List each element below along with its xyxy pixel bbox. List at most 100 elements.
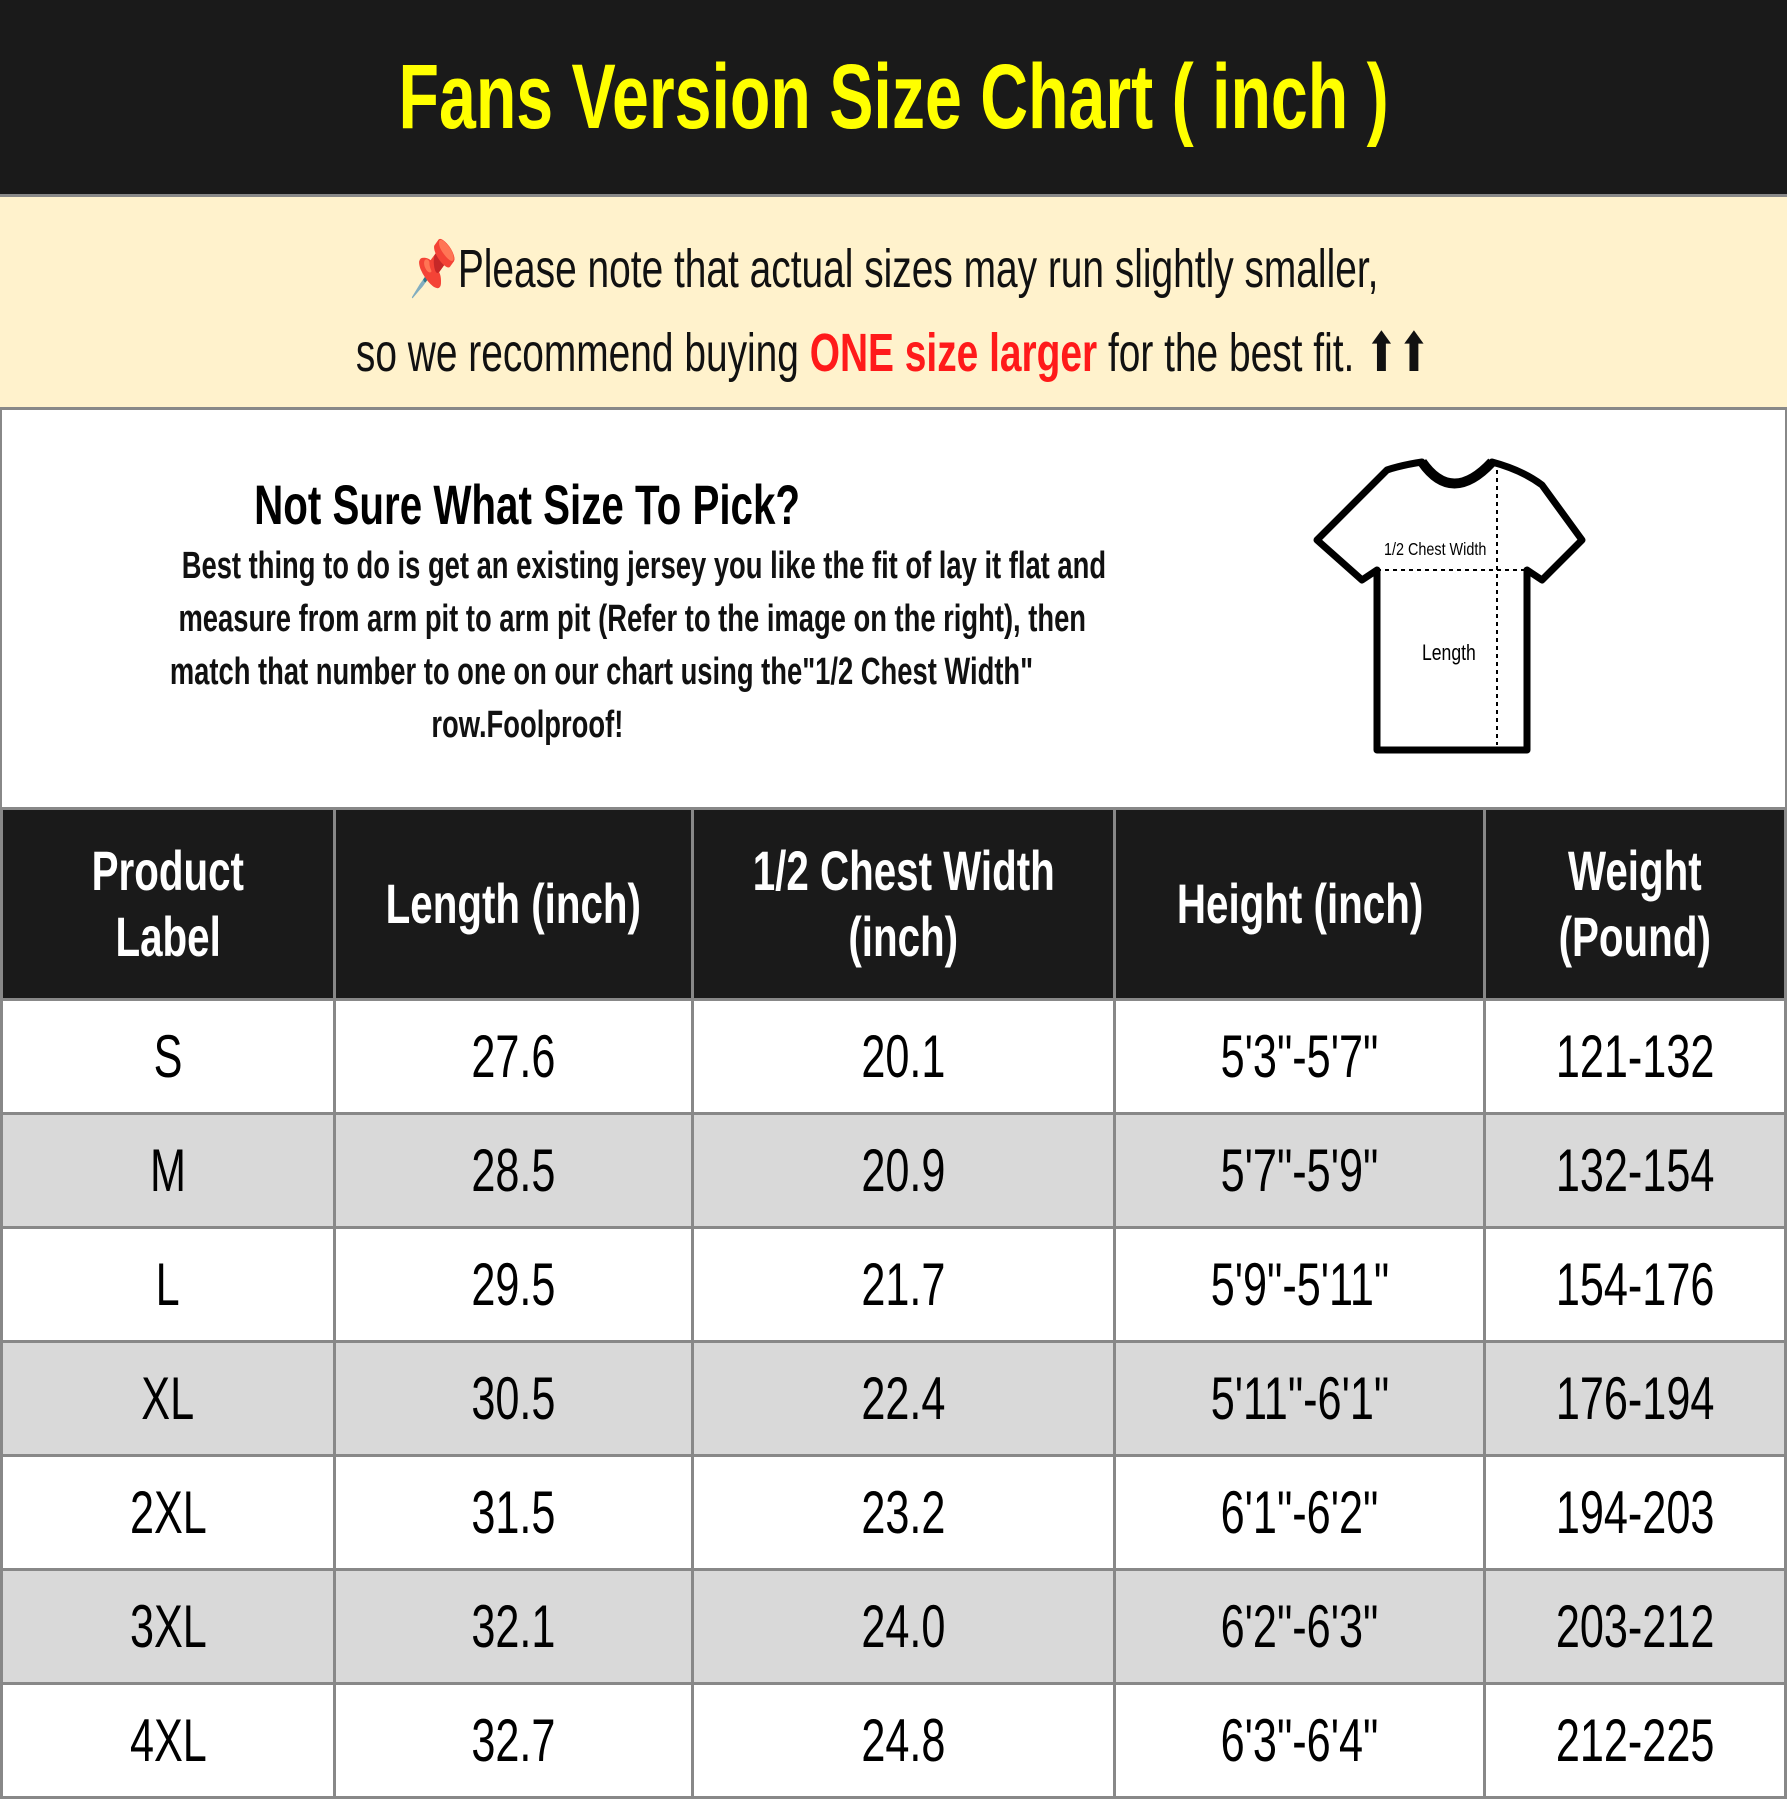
cell-value: 5'7"-5'9": [1220, 1137, 1379, 1204]
table-cell: 28.5: [333, 1112, 694, 1229]
fit-guide-heading: Not Sure What Size To Pick?: [254, 473, 800, 536]
table-cell: 24.0: [690, 1568, 1117, 1685]
fit-guide-text: Best thing to do is get an existing jers…: [181, 545, 1107, 587]
cell-value: 4XL: [129, 1707, 207, 1774]
cell-value: L: [155, 1251, 181, 1318]
cell-value: 194-203: [1555, 1479, 1715, 1546]
note-line1: Please note that actual sizes may run sl…: [457, 239, 1379, 299]
pushpin-icon: 📌: [408, 239, 458, 299]
cell-value: 20.9: [861, 1137, 946, 1204]
page-title: Fans Version Size Chart ( inch ): [0, 0, 1787, 194]
cell-value: 3XL: [129, 1593, 207, 1660]
cell-value: 132-154: [1555, 1137, 1715, 1204]
size-table: Product Label Length (inch) 1/2 Chest Width…: [0, 807, 1787, 1799]
cell-value: 121-132: [1555, 1023, 1715, 1090]
table-cell: 132-154: [1483, 1112, 1787, 1229]
cell-value: 24.8: [861, 1707, 946, 1774]
column-header-text: Height (inch): [1176, 872, 1423, 935]
table-cell: 30.5: [333, 1340, 694, 1457]
table-row: S 27.6 20.1 5'3"-5'7" 121-132: [0, 998, 1787, 1115]
table-cell: 23.2: [690, 1454, 1117, 1571]
table-cell: 176-194: [1483, 1340, 1787, 1457]
note-line2-pre: so we recommend buying: [356, 323, 811, 383]
table-cell: 154-176: [1483, 1226, 1787, 1343]
table-cell: 2XL: [0, 1454, 336, 1571]
cell-value: 176-194: [1555, 1365, 1715, 1432]
cell-value: 32.1: [471, 1593, 556, 1660]
length-label: Length: [1422, 641, 1476, 665]
table-row: L 29.5 21.7 5'9"-5'11" 154-176: [0, 1226, 1787, 1343]
cell-value: 6'3"-6'4": [1220, 1707, 1379, 1774]
table-cell: 32.7: [333, 1682, 694, 1799]
table-cell: 6'1"-6'2": [1113, 1454, 1487, 1571]
cell-value: 24.0: [861, 1593, 946, 1660]
column-header-text: 1/2 Chest Width: [752, 839, 1055, 902]
tshirt-diagram-icon: 1/2 Chest Width Length: [1313, 458, 1586, 754]
column-header-text: Product: [91, 839, 245, 902]
cell-value: 30.5: [471, 1365, 556, 1432]
cell-value: 5'11"-6'1": [1210, 1365, 1389, 1432]
cell-value: S: [153, 1023, 183, 1090]
table-cell: S: [0, 998, 336, 1115]
fit-guide-text: measure from arm pit to arm pit (Refer t…: [178, 598, 1087, 640]
cell-value: 23.2: [861, 1479, 946, 1546]
table-header-row: Product Label Length (inch) 1/2 Chest Width…: [0, 807, 1787, 1001]
cell-value: 31.5: [471, 1479, 556, 1546]
column-header: Weight (Pound): [1483, 807, 1787, 1001]
cell-value: 203-212: [1555, 1593, 1715, 1660]
cell-value: 6'2"-6'3": [1220, 1593, 1379, 1660]
table-row: 4XL 32.7 24.8 6'3"-6'4" 212-225: [0, 1682, 1787, 1799]
fit-guide-text: row.Foolproof!: [431, 704, 623, 746]
table-cell: 5'7"-5'9": [1113, 1112, 1487, 1229]
column-header: Product Label: [0, 807, 336, 1001]
sizing-note: 📌Please note that actual sizes may run s…: [0, 194, 1787, 410]
table-cell: 212-225: [1483, 1682, 1787, 1799]
table-cell: 22.4: [690, 1340, 1117, 1457]
table-cell: 21.7: [690, 1226, 1117, 1343]
table-cell: 5'3"-5'7": [1113, 998, 1487, 1115]
chest-width-label: 1/2 Chest Width: [1384, 540, 1486, 560]
table-row: XL 30.5 22.4 5'11"-6'1" 176-194: [0, 1340, 1787, 1457]
table-row: 2XL 31.5 23.2 6'1"-6'2" 194-203: [0, 1454, 1787, 1571]
cell-value: 2XL: [129, 1479, 207, 1546]
table-cell: 5'9"-5'11": [1113, 1226, 1487, 1343]
table-row: 3XL 32.1 24.0 6'2"-6'3" 203-212: [0, 1568, 1787, 1685]
cell-value: 20.1: [861, 1023, 946, 1090]
table-cell: 3XL: [0, 1568, 336, 1685]
cell-value: XL: [141, 1365, 195, 1432]
column-header: 1/2 Chest Width (inch): [690, 807, 1117, 1001]
column-header-text: (Pound): [1558, 905, 1712, 968]
table-cell: 121-132: [1483, 998, 1787, 1115]
fit-guide: Not Sure What Size To Pick? Best thing t…: [0, 410, 1787, 808]
table-cell: 27.6: [333, 998, 694, 1115]
column-header-text: Weight: [1568, 839, 1702, 902]
cell-value: 212-225: [1555, 1707, 1715, 1774]
column-header-text: Label: [115, 905, 221, 968]
table-cell: 31.5: [333, 1454, 694, 1571]
cell-value: 22.4: [861, 1365, 946, 1432]
cell-value: 27.6: [471, 1023, 556, 1090]
cell-value: 32.7: [471, 1707, 556, 1774]
cell-value: M: [149, 1137, 186, 1204]
table-cell: 20.9: [690, 1112, 1117, 1229]
cell-value: 29.5: [471, 1251, 556, 1318]
table-cell: 29.5: [333, 1226, 694, 1343]
table-cell: 32.1: [333, 1568, 694, 1685]
fit-guide-text: match that number to one on our chart us…: [169, 651, 1034, 693]
cell-value: 154-176: [1555, 1251, 1715, 1318]
cell-value: 5'3"-5'7": [1220, 1023, 1379, 1090]
table-cell: L: [0, 1226, 336, 1343]
column-header: Length (inch): [333, 807, 694, 1001]
table-cell: 5'11"-6'1": [1113, 1340, 1487, 1457]
cell-value: 6'1"-6'2": [1220, 1479, 1379, 1546]
column-header-text: Length (inch): [385, 872, 641, 935]
column-header-text: (inch): [848, 905, 959, 968]
cell-value: 28.5: [471, 1137, 556, 1204]
table-cell: 24.8: [690, 1682, 1117, 1799]
note-line2-post: for the best fit. ⬆⬆: [1097, 323, 1431, 383]
table-cell: M: [0, 1112, 336, 1229]
table-cell: 6'2"-6'3": [1113, 1568, 1487, 1685]
table-cell: 194-203: [1483, 1454, 1787, 1571]
table-cell: 6'3"-6'4": [1113, 1682, 1487, 1799]
note-highlight: ONE size larger: [810, 323, 1098, 383]
